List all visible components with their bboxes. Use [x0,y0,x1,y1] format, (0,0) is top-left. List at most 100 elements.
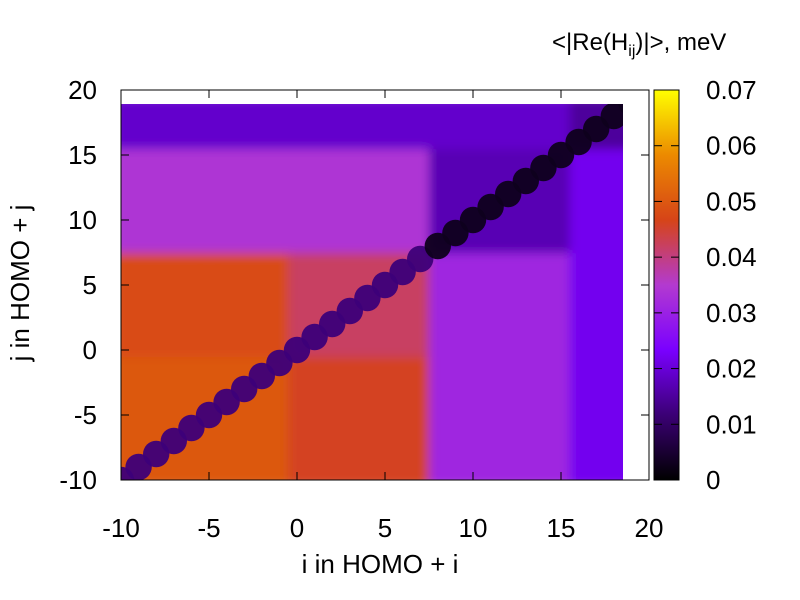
heatmap-cell [121,434,131,449]
heatmap-cell [481,473,500,480]
heatmap-cell [393,304,412,319]
heatmap-cell [552,265,571,280]
heatmap-cell [464,343,483,358]
heatmap-cell [622,434,623,449]
heatmap-cell [121,135,131,150]
heatmap-cell [622,278,623,293]
heatmap-cell [217,317,236,332]
heatmap-cell [552,421,571,436]
heatmap-cell [358,460,377,475]
heatmap-cell [341,122,360,137]
heatmap-cell [393,135,412,150]
heatmap-cell [446,408,465,423]
heatmap-cell [499,369,518,384]
heatmap-cell [481,239,500,254]
heatmap-cell [165,460,184,475]
heatmap-cell [129,408,148,423]
heatmap-cell [605,395,623,410]
heatmap-cell [429,135,448,150]
heatmap-cell [235,291,254,306]
heatmap-cell [587,161,606,176]
heatmap-cell [411,187,430,202]
heatmap-cell [305,174,324,189]
heatmap-cell [411,213,430,228]
heatmap-cell [200,187,219,202]
heatmap-cell [429,356,448,371]
heatmap-cell [605,421,623,436]
heatmap-cell [165,369,184,384]
heatmap-cell [393,473,412,480]
heatmap-cell [569,434,588,449]
heatmap-cell [587,473,606,480]
heatmap-cell [200,291,219,306]
colorbar-label-subscript: ij [628,43,635,60]
heatmap-cell [517,369,536,384]
heatmap-cell [411,460,430,475]
heatmap-cell [587,104,606,111]
heatmap-cell [569,343,588,358]
heatmap-cell [429,122,448,137]
heatmap-cell [358,343,377,358]
heatmap-cell [534,473,553,480]
heatmap-cell [446,252,465,267]
heatmap-cell [464,291,483,306]
heatmap-cell [446,122,465,137]
heatmap-cell [200,447,219,462]
heatmap-cell [165,356,184,371]
heatmap-cell [358,473,377,480]
heatmap-cell [182,395,201,410]
heatmap-cell [147,148,166,163]
heatmap-cell [393,200,412,215]
heatmap-cell [552,291,571,306]
heatmap-cell [446,148,465,163]
heatmap-cell [253,109,272,124]
heatmap-cell [376,317,395,332]
heatmap-cell [552,395,571,410]
heatmap-cell [288,434,307,449]
heatmap-cell [499,148,518,163]
heatmap-cell [376,395,395,410]
heatmap-cell [552,174,571,189]
heatmap-cell [376,408,395,423]
heatmap-cell [622,330,623,345]
heatmap-cell [464,382,483,397]
heatmap-cell [393,122,412,137]
heatmap-cell [217,200,236,215]
heatmap-cell [121,265,131,280]
heatmap-cell [517,109,536,124]
colorbar-tick-label: 0.02 [706,354,757,384]
heatmap-cell [446,278,465,293]
heatmap-cell [270,473,289,480]
heatmap-cell [305,382,324,397]
heatmap-cell [499,434,518,449]
heatmap-cell [376,356,395,371]
heatmap-cell [235,148,254,163]
heatmap-cell [622,473,623,480]
heatmap-cell [534,135,553,150]
heatmap-cell [121,239,131,254]
heatmap-cell [165,122,184,137]
heatmap-cell [499,239,518,254]
heatmap-cell [253,317,272,332]
heatmap-cell [376,382,395,397]
heatmap-cell [605,148,623,163]
heatmap-cell [182,291,201,306]
heatmap-cell [605,447,623,462]
heatmap-cell [253,304,272,319]
heatmap-cell [622,200,623,215]
heatmap-cell [288,317,307,332]
heatmap-cell [217,369,236,384]
heatmap-cell [147,265,166,280]
heatmap-cell [288,135,307,150]
heatmap-cell [341,252,360,267]
heatmap-cell [288,174,307,189]
y-axis-label: j in HOMO + j [5,205,35,363]
heatmap-cell [569,265,588,280]
heatmap-cell [217,252,236,267]
heatmap-cell [446,109,465,124]
heatmap-cell [253,226,272,241]
heatmap-cell [569,460,588,475]
heatmap-cell [376,174,395,189]
heatmap-cell [147,291,166,306]
heatmap-cell [517,122,536,137]
